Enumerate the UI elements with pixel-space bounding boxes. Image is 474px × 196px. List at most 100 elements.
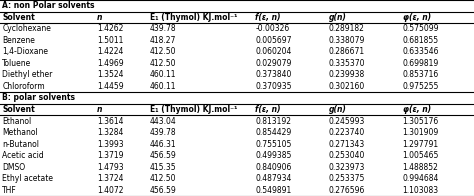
- Text: 1.301909: 1.301909: [402, 128, 439, 137]
- Bar: [0, 35, 474, 46]
- Bar: [0, 115, 474, 127]
- Text: DMSO: DMSO: [2, 163, 26, 172]
- Text: g(n): g(n): [329, 13, 347, 22]
- Text: 460.11: 460.11: [150, 82, 176, 91]
- Bar: [0, 161, 474, 173]
- Text: 1.4459: 1.4459: [97, 82, 124, 91]
- Text: 0.975255: 0.975255: [402, 82, 439, 91]
- Text: 0.549891: 0.549891: [255, 186, 292, 195]
- Text: 0.253375: 0.253375: [329, 174, 365, 183]
- Text: 1.4969: 1.4969: [97, 59, 124, 68]
- Text: Ethyl acetate: Ethyl acetate: [2, 174, 54, 183]
- Text: E₁ (Thymol) KJ.mol⁻¹: E₁ (Thymol) KJ.mol⁻¹: [150, 13, 237, 22]
- Text: Chloroform: Chloroform: [2, 82, 45, 91]
- Text: 0.699819: 0.699819: [402, 59, 439, 68]
- Text: 0.271343: 0.271343: [329, 140, 365, 149]
- Text: Cyclohexane: Cyclohexane: [2, 24, 51, 33]
- Text: Benzene: Benzene: [2, 36, 35, 45]
- Text: 439.78: 439.78: [150, 128, 176, 137]
- Bar: [0, 0, 474, 12]
- Text: 0.373840: 0.373840: [255, 70, 292, 79]
- Text: n: n: [97, 13, 102, 22]
- Text: f(ε, n): f(ε, n): [255, 13, 281, 22]
- Text: 1.5011: 1.5011: [97, 36, 124, 45]
- Bar: [0, 58, 474, 69]
- Text: E₁ (Thymol) KJ.mol⁻¹: E₁ (Thymol) KJ.mol⁻¹: [150, 105, 237, 114]
- Text: 1.3614: 1.3614: [97, 117, 124, 126]
- Text: 0.575099: 0.575099: [402, 24, 439, 33]
- Text: 0.487934: 0.487934: [255, 174, 292, 183]
- Text: 0.755105: 0.755105: [255, 140, 292, 149]
- Text: 412.50: 412.50: [150, 174, 176, 183]
- Text: 0.223740: 0.223740: [329, 128, 365, 137]
- Bar: [0, 23, 474, 35]
- Text: n: n: [97, 105, 102, 114]
- Text: 0.499385: 0.499385: [255, 151, 292, 160]
- Text: 0.840906: 0.840906: [255, 163, 292, 172]
- Text: 0.323973: 0.323973: [329, 163, 365, 172]
- Text: φ(ε, n): φ(ε, n): [402, 105, 431, 114]
- Text: 0.245993: 0.245993: [329, 117, 365, 126]
- Text: Solvent: Solvent: [2, 105, 35, 114]
- Bar: [0, 104, 474, 115]
- Text: 1.005465: 1.005465: [402, 151, 439, 160]
- Bar: [0, 138, 474, 150]
- Bar: [0, 46, 474, 58]
- Text: 1.488852: 1.488852: [402, 163, 438, 172]
- Text: -0.00326: -0.00326: [255, 24, 290, 33]
- Text: 0.286671: 0.286671: [329, 47, 365, 56]
- Text: 418.27: 418.27: [150, 36, 176, 45]
- Text: 1.103083: 1.103083: [402, 186, 439, 195]
- Text: 0.338079: 0.338079: [329, 36, 365, 45]
- Text: φ(ε, n): φ(ε, n): [402, 13, 431, 22]
- Text: 0.813192: 0.813192: [255, 117, 291, 126]
- Text: THF: THF: [2, 186, 17, 195]
- Text: Diethyl ether: Diethyl ether: [2, 70, 53, 79]
- Bar: [0, 12, 474, 23]
- Bar: [0, 173, 474, 184]
- Text: 1.4793: 1.4793: [97, 163, 124, 172]
- Text: 460.11: 460.11: [150, 70, 176, 79]
- Text: 0.633546: 0.633546: [402, 47, 439, 56]
- Text: 456.59: 456.59: [150, 186, 177, 195]
- Text: 0.276596: 0.276596: [329, 186, 365, 195]
- Text: 1.3524: 1.3524: [97, 70, 124, 79]
- Text: 446.31: 446.31: [150, 140, 176, 149]
- Text: 0.853716: 0.853716: [402, 70, 439, 79]
- Text: 1.4224: 1.4224: [97, 47, 124, 56]
- Bar: [0, 81, 474, 92]
- Bar: [0, 92, 474, 104]
- Text: 0.994684: 0.994684: [402, 174, 439, 183]
- Text: 1.3993: 1.3993: [97, 140, 124, 149]
- Text: 0.005697: 0.005697: [255, 36, 292, 45]
- Text: 415.35: 415.35: [150, 163, 176, 172]
- Text: f(ε, n): f(ε, n): [255, 105, 281, 114]
- Text: 0.681855: 0.681855: [402, 36, 439, 45]
- Bar: [0, 150, 474, 161]
- Text: 0.370935: 0.370935: [255, 82, 292, 91]
- Text: 0.302160: 0.302160: [329, 82, 365, 91]
- Text: 0.289182: 0.289182: [329, 24, 365, 33]
- Text: 456.59: 456.59: [150, 151, 177, 160]
- Text: 1,4-Dioxane: 1,4-Dioxane: [2, 47, 48, 56]
- Bar: [0, 127, 474, 138]
- Text: 1.4072: 1.4072: [97, 186, 124, 195]
- Text: 443.04: 443.04: [150, 117, 177, 126]
- Text: 0.854429: 0.854429: [255, 128, 292, 137]
- Text: 1.3719: 1.3719: [97, 151, 124, 160]
- Text: Toluene: Toluene: [2, 59, 32, 68]
- Text: 412.50: 412.50: [150, 59, 176, 68]
- Text: Solvent: Solvent: [2, 13, 35, 22]
- Text: n-Butanol: n-Butanol: [2, 140, 39, 149]
- Text: 1.297791: 1.297791: [402, 140, 439, 149]
- Text: 0.335370: 0.335370: [329, 59, 365, 68]
- Text: 0.239938: 0.239938: [329, 70, 365, 79]
- Bar: [0, 184, 474, 196]
- Text: 0.029079: 0.029079: [255, 59, 292, 68]
- Text: 1.3724: 1.3724: [97, 174, 124, 183]
- Text: Acetic acid: Acetic acid: [2, 151, 44, 160]
- Text: Ethanol: Ethanol: [2, 117, 32, 126]
- Bar: [0, 69, 474, 81]
- Text: A: non Polar solvents: A: non Polar solvents: [2, 1, 95, 10]
- Text: 1.3284: 1.3284: [97, 128, 124, 137]
